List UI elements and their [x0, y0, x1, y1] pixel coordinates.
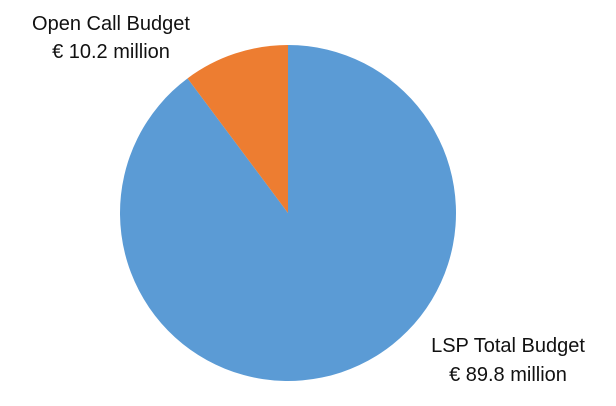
slice-label-lsp-total-value: € 89.8 million — [449, 364, 567, 386]
slice-label-lsp-total: LSP Total Budget € 89.8 million — [431, 335, 585, 386]
slice-label-open-call: Open Call Budget € 10.2 million — [32, 13, 190, 63]
slice-label-open-call-value: € 10.2 million — [52, 41, 170, 63]
slice-label-lsp-total-category: LSP Total Budget — [431, 335, 585, 357]
pie-slices — [120, 45, 457, 381]
slice-label-open-call-category: Open Call Budget — [32, 13, 190, 35]
pie-slice-open-call-budget — [187, 45, 288, 213]
